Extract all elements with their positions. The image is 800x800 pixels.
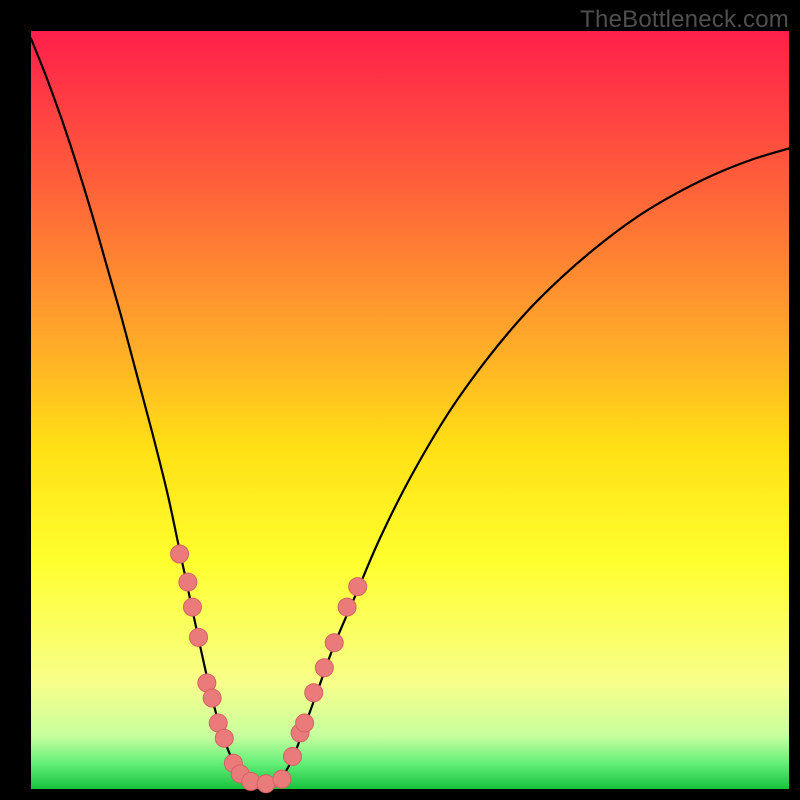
chart-frame: TheBottleneck.com xyxy=(0,0,800,800)
watermark-text: TheBottleneck.com xyxy=(580,6,789,34)
plot-background xyxy=(31,31,789,789)
